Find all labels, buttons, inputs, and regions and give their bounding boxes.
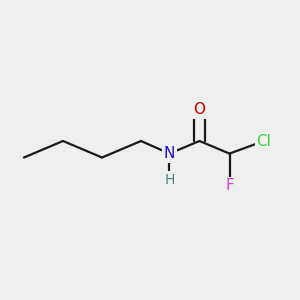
Text: Cl: Cl [256,134,272,148]
Text: N: N [164,146,175,161]
Text: H: H [164,173,175,187]
Text: O: O [194,102,206,117]
Text: F: F [225,178,234,194]
